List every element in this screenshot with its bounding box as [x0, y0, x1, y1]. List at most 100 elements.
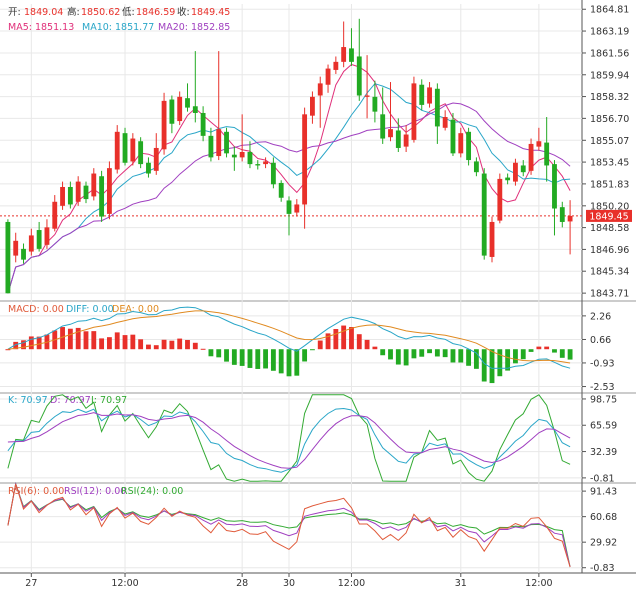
candle[interactable]: [325, 64, 331, 93]
price-tick-label: 1856.70: [590, 114, 629, 125]
candle-body: [255, 164, 261, 166]
candle[interactable]: [52, 195, 58, 232]
price-tick-label: 1846.96: [590, 245, 629, 256]
candle[interactable]: [247, 141, 253, 169]
kdj-legend-j: J: 70.97: [90, 395, 127, 406]
candlestick-series[interactable]: [5, 18, 573, 294]
candle[interactable]: [286, 196, 292, 236]
candle[interactable]: [450, 112, 456, 157]
candle[interactable]: [13, 232, 19, 263]
candle[interactable]: [138, 137, 144, 169]
candle[interactable]: [177, 91, 183, 126]
candle[interactable]: [380, 87, 386, 144]
candle[interactable]: [91, 168, 97, 201]
candle[interactable]: [200, 106, 206, 142]
candle[interactable]: [552, 160, 557, 236]
candle[interactable]: [427, 82, 432, 108]
candle[interactable]: [333, 56, 339, 74]
candle[interactable]: [21, 243, 26, 264]
candle[interactable]: [122, 127, 128, 166]
candle[interactable]: [520, 160, 526, 177]
candle[interactable]: [489, 216, 495, 263]
last-price-tag: [586, 209, 632, 222]
candle[interactable]: [130, 133, 136, 166]
candle[interactable]: [364, 55, 370, 119]
candle[interactable]: [513, 158, 518, 186]
candle[interactable]: [169, 95, 175, 134]
ma20-legend: MA20: 1852.85: [158, 22, 230, 33]
candle[interactable]: [263, 157, 268, 169]
candle[interactable]: [544, 117, 550, 182]
candle-body: [450, 119, 456, 154]
candle[interactable]: [559, 201, 565, 228]
candle-body: [388, 129, 393, 138]
candle[interactable]: [388, 82, 393, 142]
candle[interactable]: [458, 127, 464, 158]
candle[interactable]: [270, 157, 276, 189]
candle[interactable]: [419, 79, 425, 111]
candle[interactable]: [481, 168, 487, 260]
candle[interactable]: [185, 83, 190, 112]
candle[interactable]: [278, 180, 284, 202]
candle[interactable]: [28, 228, 34, 256]
candle[interactable]: [372, 80, 378, 123]
candle[interactable]: [83, 181, 89, 204]
candle[interactable]: [106, 161, 112, 220]
candle[interactable]: [403, 125, 409, 152]
candle[interactable]: [310, 91, 315, 124]
candle[interactable]: [505, 173, 511, 185]
candle[interactable]: [473, 157, 479, 177]
candle[interactable]: [5, 219, 11, 294]
candle[interactable]: [75, 176, 81, 206]
candle[interactable]: [60, 181, 65, 210]
candle[interactable]: [528, 138, 534, 175]
candle[interactable]: [239, 114, 245, 162]
grid-lines: [0, 4, 582, 573]
low-label: 低:: [122, 6, 135, 18]
candle[interactable]: [356, 18, 362, 101]
candle[interactable]: [192, 51, 198, 123]
macd-bar: [247, 349, 253, 368]
candle[interactable]: [161, 92, 167, 155]
candle[interactable]: [208, 127, 214, 162]
macd-bar: [21, 340, 26, 350]
candle[interactable]: [349, 28, 354, 66]
candle[interactable]: [153, 133, 159, 175]
candle[interactable]: [44, 219, 50, 249]
candle[interactable]: [231, 146, 237, 171]
candle[interactable]: [411, 76, 417, 143]
candle[interactable]: [255, 160, 261, 170]
candle-body: [497, 178, 503, 221]
candle[interactable]: [395, 118, 401, 152]
candle[interactable]: [99, 170, 105, 222]
candle[interactable]: [224, 127, 229, 158]
candle[interactable]: [341, 21, 347, 68]
candle[interactable]: [146, 157, 151, 178]
candle[interactable]: [434, 83, 440, 144]
candle-body: [278, 182, 284, 198]
candle[interactable]: [536, 127, 542, 151]
candle[interactable]: [442, 110, 448, 131]
candle[interactable]: [294, 199, 300, 217]
candle[interactable]: [216, 51, 222, 161]
candle-body: [294, 204, 300, 213]
candle[interactable]: [114, 125, 120, 174]
candle-body: [427, 87, 432, 104]
candle[interactable]: [36, 221, 42, 252]
candle[interactable]: [317, 76, 323, 128]
candle[interactable]: [567, 200, 573, 255]
candle-body: [192, 106, 198, 113]
candle[interactable]: [302, 107, 308, 229]
ma-legend: MA5: 1851.13 MA10: 1851.77 MA20: 1852.85: [8, 22, 230, 33]
macd-bar: [567, 349, 573, 360]
rsi-series: [7, 482, 571, 568]
candle-body: [411, 83, 417, 140]
candle[interactable]: [67, 181, 73, 209]
candle[interactable]: [497, 173, 503, 224]
candle[interactable]: [466, 127, 472, 166]
time-tick-label: 12:00: [338, 578, 365, 589]
macd-bar: [294, 349, 300, 376]
macd-bar: [349, 327, 354, 350]
macd-bar: [208, 349, 214, 357]
